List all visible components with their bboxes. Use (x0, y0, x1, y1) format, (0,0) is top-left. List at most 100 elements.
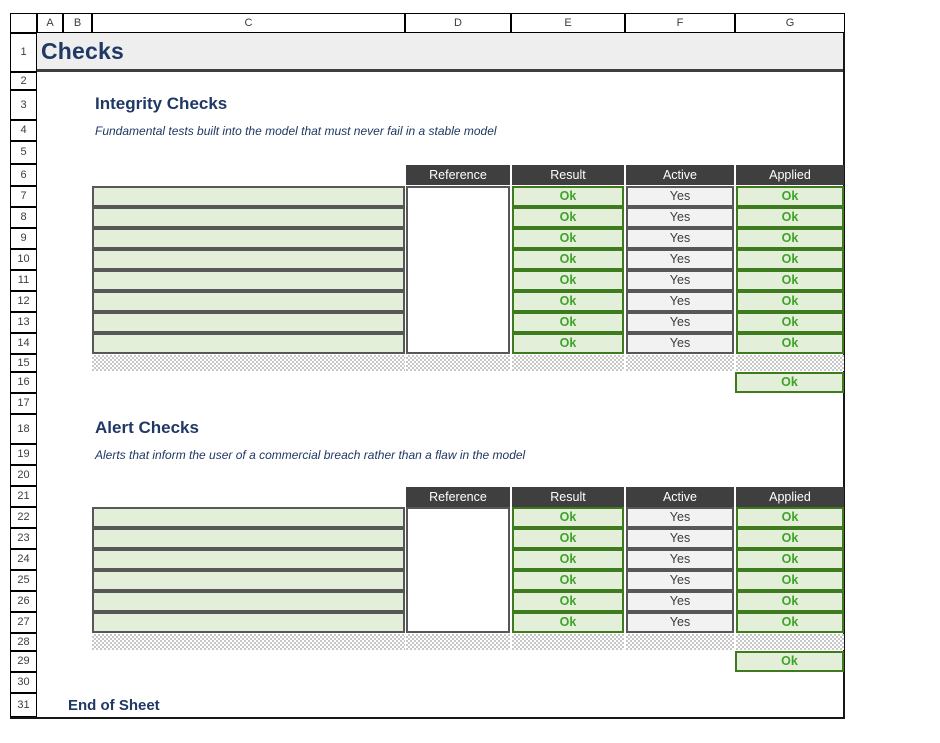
row-header-11[interactable]: 11 (10, 270, 37, 291)
overall-status-cell[interactable]: Ok (735, 372, 844, 393)
column-header-B[interactable]: B (63, 13, 92, 33)
active-cell[interactable]: Yes (626, 570, 734, 591)
check-name-cell[interactable] (92, 249, 405, 270)
active-cell[interactable]: Yes (626, 528, 734, 549)
check-name-cell[interactable] (92, 549, 405, 570)
row-header-14[interactable]: 14 (10, 333, 37, 354)
result-cell[interactable]: Ok (512, 570, 624, 591)
active-cell[interactable]: Yes (626, 186, 734, 207)
active-cell[interactable]: Yes (626, 549, 734, 570)
result-cell[interactable]: Ok (512, 291, 624, 312)
applied-cell[interactable]: Ok (736, 291, 844, 312)
row-header-5[interactable]: 5 (10, 141, 37, 164)
result-cell[interactable]: Ok (512, 591, 624, 612)
result-cell[interactable]: Ok (512, 333, 624, 354)
applied-cell[interactable]: Ok (736, 249, 844, 270)
row-header-2[interactable]: 2 (10, 72, 37, 90)
row-header-29[interactable]: 29 (10, 651, 37, 672)
column-header-F[interactable]: F (625, 13, 735, 33)
applied-cell[interactable]: Ok (736, 507, 844, 528)
result-cell[interactable]: Ok (512, 249, 624, 270)
row-header-26[interactable]: 26 (10, 591, 37, 612)
result-cell[interactable]: Ok (512, 270, 624, 291)
active-cell[interactable]: Yes (626, 312, 734, 333)
row-header-27[interactable]: 27 (10, 612, 37, 633)
select-all-corner[interactable] (10, 13, 37, 33)
reference-column-block[interactable] (406, 507, 510, 633)
row-header-4[interactable]: 4 (10, 120, 37, 141)
row-header-20[interactable]: 20 (10, 465, 37, 486)
applied-cell[interactable]: Ok (736, 528, 844, 549)
row-header-31[interactable]: 31 (10, 693, 37, 717)
applied-cell[interactable]: Ok (736, 612, 844, 633)
row-header-15[interactable]: 15 (10, 354, 37, 372)
result-cell[interactable]: Ok (512, 507, 624, 528)
row-header-19[interactable]: 19 (10, 444, 37, 465)
result-cell[interactable]: Ok (512, 207, 624, 228)
result-cell[interactable]: Ok (512, 612, 624, 633)
row-header-12[interactable]: 12 (10, 291, 37, 312)
row-header-8[interactable]: 8 (10, 207, 37, 228)
applied-cell[interactable]: Ok (736, 207, 844, 228)
row-header-21[interactable]: 21 (10, 486, 37, 507)
check-name-cell[interactable] (92, 528, 405, 549)
row-header-9[interactable]: 9 (10, 228, 37, 249)
row-header-10[interactable]: 10 (10, 249, 37, 270)
column-header-A[interactable]: A (37, 13, 63, 33)
applied-cell[interactable]: Ok (736, 186, 844, 207)
check-name-cell[interactable] (92, 333, 405, 354)
check-name-cell[interactable] (92, 570, 405, 591)
reference-column-block[interactable] (406, 186, 510, 354)
applied-cell[interactable]: Ok (736, 312, 844, 333)
active-cell[interactable]: Yes (626, 270, 734, 291)
overall-status-cell[interactable]: Ok (735, 651, 844, 672)
row-header-23[interactable]: 23 (10, 528, 37, 549)
active-cell[interactable]: Yes (626, 228, 734, 249)
active-cell[interactable]: Yes (626, 507, 734, 528)
row-header-18[interactable]: 18 (10, 414, 37, 444)
check-name-cell[interactable] (92, 507, 405, 528)
applied-cell[interactable]: Ok (736, 570, 844, 591)
check-name-cell[interactable] (92, 186, 405, 207)
row-header-3[interactable]: 3 (10, 90, 37, 120)
row-header-28[interactable]: 28 (10, 633, 37, 651)
row-header-7[interactable]: 7 (10, 186, 37, 207)
result-cell[interactable]: Ok (512, 228, 624, 249)
column-header-C[interactable]: C (92, 13, 405, 33)
applied-cell[interactable]: Ok (736, 228, 844, 249)
column-header-G[interactable]: G (735, 13, 845, 33)
active-cell[interactable]: Yes (626, 207, 734, 228)
row-header-13[interactable]: 13 (10, 312, 37, 333)
applied-cell[interactable]: Ok (736, 591, 844, 612)
active-cell[interactable]: Yes (626, 249, 734, 270)
applied-cell[interactable]: Ok (736, 270, 844, 291)
row-header-22[interactable]: 22 (10, 507, 37, 528)
applied-cell[interactable]: Ok (736, 549, 844, 570)
row-header-24[interactable]: 24 (10, 549, 37, 570)
result-cell[interactable]: Ok (512, 186, 624, 207)
check-name-cell[interactable] (92, 207, 405, 228)
check-name-cell[interactable] (92, 312, 405, 333)
applied-cell[interactable]: Ok (736, 333, 844, 354)
row-header-1[interactable]: 1 (10, 33, 37, 72)
active-cell[interactable]: Yes (626, 291, 734, 312)
column-header-E[interactable]: E (511, 13, 625, 33)
active-cell[interactable]: Yes (626, 333, 734, 354)
check-name-cell[interactable] (92, 228, 405, 249)
result-cell[interactable]: Ok (512, 549, 624, 570)
check-name-cell[interactable] (92, 291, 405, 312)
active-cell[interactable]: Yes (626, 591, 734, 612)
active-cell[interactable]: Yes (626, 612, 734, 633)
result-cell[interactable]: Ok (512, 528, 624, 549)
check-name-cell[interactable] (92, 612, 405, 633)
row-header-30[interactable]: 30 (10, 672, 37, 693)
result-cell[interactable]: Ok (512, 312, 624, 333)
sheet-title-cell[interactable]: Checks (37, 33, 843, 72)
row-header-6[interactable]: 6 (10, 164, 37, 186)
check-name-cell[interactable] (92, 270, 405, 291)
row-header-16[interactable]: 16 (10, 372, 37, 393)
row-header-17[interactable]: 17 (10, 393, 37, 414)
column-header-D[interactable]: D (405, 13, 511, 33)
row-header-25[interactable]: 25 (10, 570, 37, 591)
check-name-cell[interactable] (92, 591, 405, 612)
